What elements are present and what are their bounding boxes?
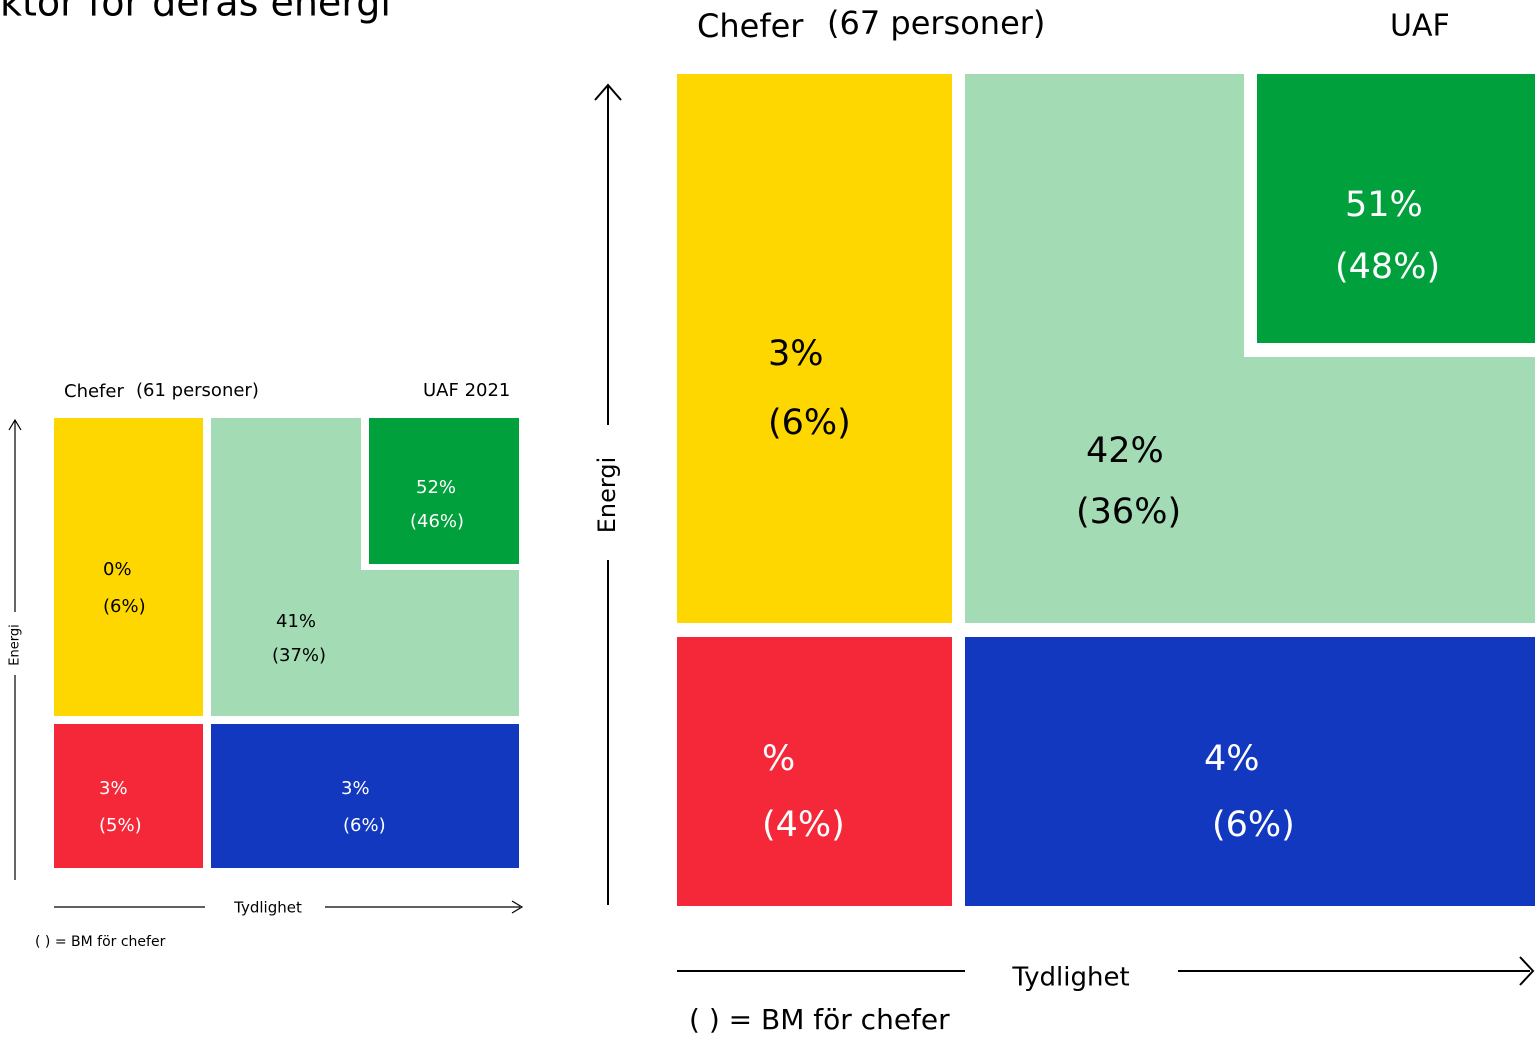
matrix-large: Chefer (67 personer) UAF 3% (6%) 42% (36…	[593, 4, 1535, 1036]
cell-benchmark: (6%)	[343, 815, 386, 836]
cell-red	[677, 637, 952, 906]
cell-green	[369, 418, 519, 564]
y-axis-label: Energi	[8, 624, 23, 665]
cell-value: 51%	[1345, 185, 1423, 225]
cell-benchmark: (6%)	[1212, 805, 1295, 845]
slide-title: ktor för deras energi	[0, 0, 391, 25]
cell-benchmark: (5%)	[99, 815, 142, 836]
cell-benchmark: (37%)	[272, 645, 326, 666]
cell-red	[54, 724, 203, 868]
cell-value: 3%	[341, 778, 370, 799]
cell-value: 3%	[99, 778, 128, 799]
matrix-count: (61 personer)	[136, 380, 259, 401]
note: ( ) = BM för chefer	[35, 934, 166, 950]
axes	[594, 83, 1535, 986]
cell-blue	[965, 637, 1535, 906]
cell-blue	[211, 724, 519, 868]
note: ( ) = BM för chefer	[689, 1003, 950, 1036]
cell-benchmark: (6%)	[768, 403, 851, 443]
cell-benchmark: (4%)	[762, 805, 845, 845]
cell-lightgreen	[211, 418, 519, 716]
cell-value: 4%	[1204, 739, 1260, 779]
y-axis-label: Energi	[593, 457, 621, 534]
cell-value: 52%	[416, 477, 456, 498]
cell-yellow	[677, 74, 952, 623]
matrix-count: (67 personer)	[827, 4, 1045, 42]
matrix-title: Chefer	[64, 381, 124, 402]
cell-green	[1257, 74, 1535, 343]
matrix-label: UAF	[1390, 9, 1450, 44]
cell-value: 3%	[768, 334, 824, 374]
axes	[8, 418, 524, 914]
matrix-label: UAF 2021	[423, 380, 510, 401]
cell-value: 0%	[103, 559, 132, 580]
cell-yellow	[54, 418, 203, 716]
cell-value: 42%	[1086, 431, 1164, 471]
cell-benchmark: (6%)	[103, 596, 146, 617]
matrix-small: Chefer (61 personer) UAF 2021 0% (6%) 41…	[8, 380, 524, 950]
cell-value: 41%	[276, 611, 316, 632]
cell-value: %	[762, 739, 795, 779]
x-axis-label: Tydlighet	[233, 899, 302, 917]
matrix-title: Chefer	[697, 7, 804, 45]
cell-lightgreen	[965, 74, 1535, 623]
x-axis-label: Tydlighet	[1011, 963, 1129, 993]
cell-benchmark: (48%)	[1335, 247, 1440, 287]
cell-benchmark: (36%)	[1076, 492, 1181, 532]
cell-benchmark: (46%)	[410, 511, 464, 532]
